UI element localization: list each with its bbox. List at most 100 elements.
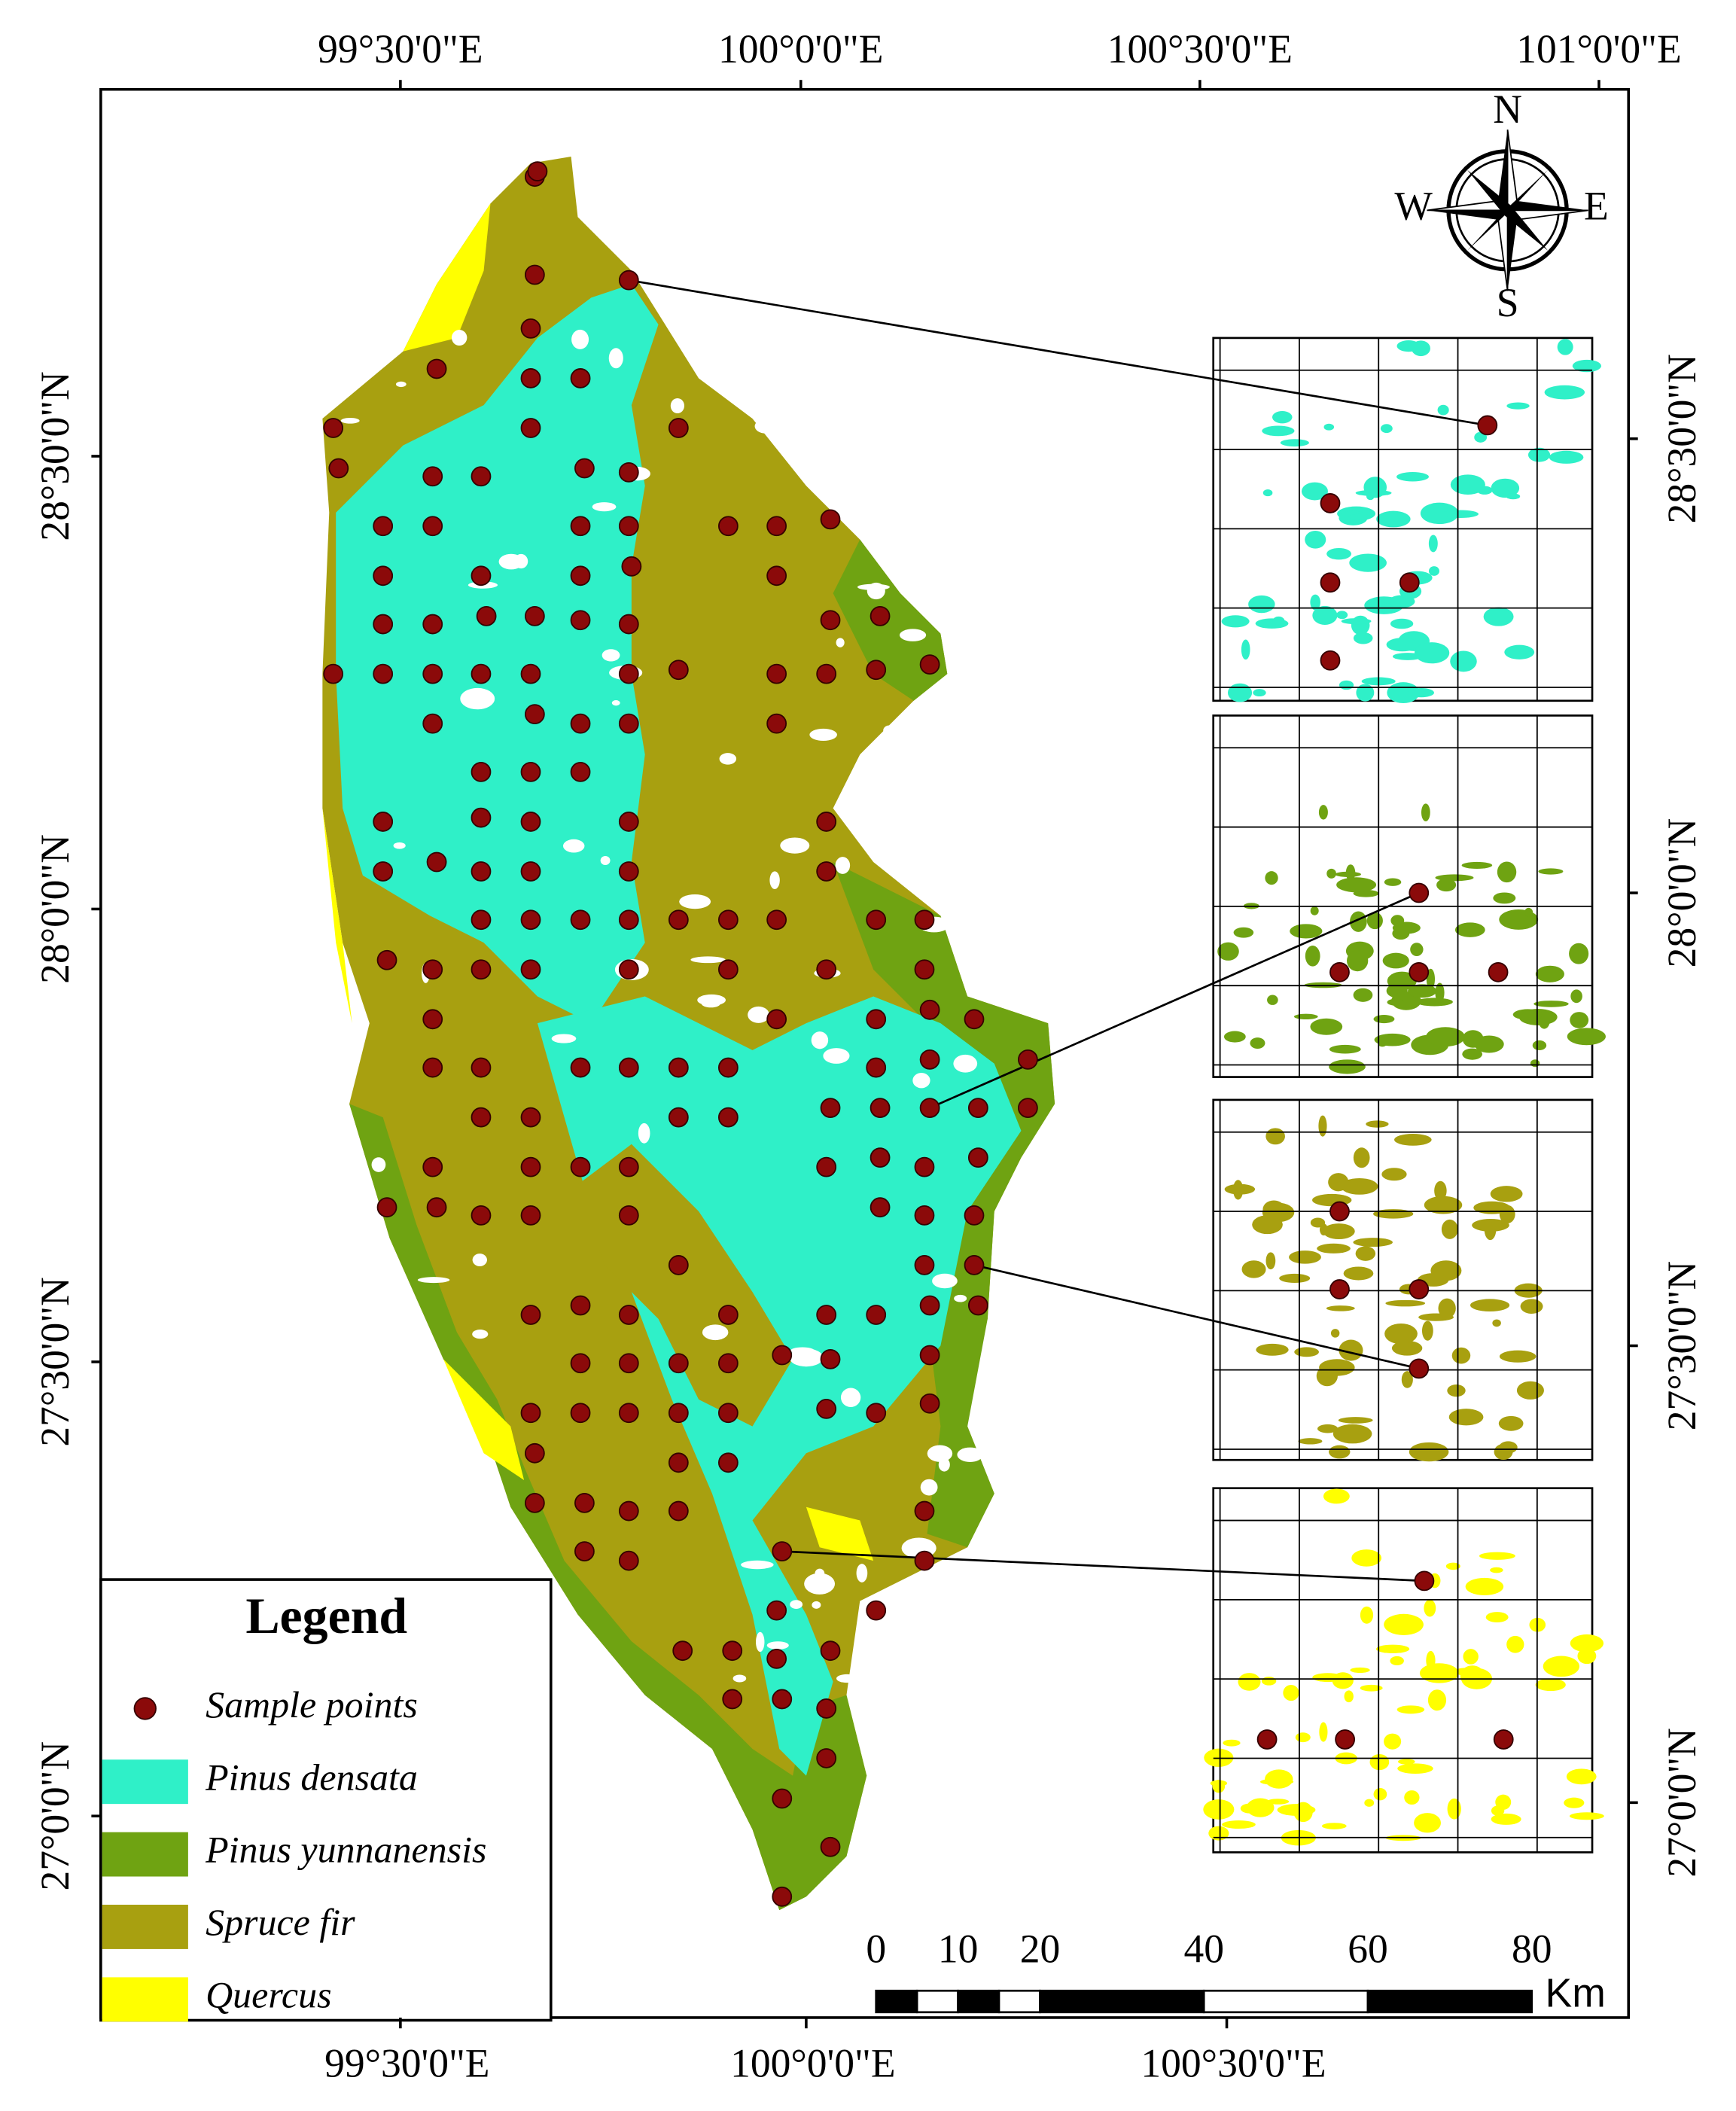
inset-patch: [1353, 988, 1373, 1002]
sample-point: [820, 1836, 841, 1857]
sample-point: [570, 1353, 591, 1374]
sample-point: [866, 1403, 887, 1424]
sample-point: [672, 1640, 693, 1662]
inset-patch: [1533, 1001, 1569, 1007]
inset-patch: [1373, 1015, 1395, 1024]
sample-point: [772, 1689, 793, 1710]
inset-sample-point: [1477, 415, 1498, 436]
inset-patch: [1409, 1442, 1449, 1462]
sample-point: [772, 1886, 793, 1907]
inset-patch: [1524, 907, 1533, 917]
inset-patch: [1474, 1035, 1504, 1053]
sample-point: [717, 909, 739, 931]
sample-point: [373, 861, 394, 882]
inset-patch: [1495, 1794, 1512, 1810]
scale-label: 40: [1183, 1927, 1224, 1972]
sample-point: [668, 909, 689, 931]
scale-label: 0: [866, 1927, 886, 1972]
inset-patch: [1385, 1299, 1426, 1307]
sample-point: [820, 610, 841, 631]
inset-patch: [1430, 1260, 1462, 1281]
inset-patch: [1360, 1606, 1374, 1624]
sample-point: [574, 1492, 595, 1513]
inset-patch: [1290, 924, 1323, 939]
sample-point: [570, 516, 591, 537]
clearing: [809, 728, 837, 742]
inset-patch: [1266, 1799, 1290, 1805]
sample-point: [964, 1009, 985, 1030]
clearing: [863, 1623, 897, 1640]
inset-patch: [1387, 998, 1404, 1006]
inset-patch: [1329, 1445, 1351, 1459]
sample-point: [570, 368, 591, 388]
clearing: [953, 248, 982, 264]
inset-sample-point: [1414, 1570, 1435, 1592]
clearing: [836, 1674, 857, 1683]
sample-point: [618, 1057, 639, 1078]
inset-patch: [1319, 1722, 1328, 1742]
inset-patch: [1318, 805, 1328, 820]
inset-patch: [1223, 1031, 1246, 1043]
sample-point: [471, 909, 492, 931]
sample-point: [524, 605, 545, 626]
sample-point: [471, 466, 492, 487]
clearing: [571, 329, 589, 349]
sample-point: [471, 663, 492, 684]
sample-point: [373, 614, 394, 635]
sample-point: [820, 509, 841, 530]
sample-point: [618, 270, 639, 291]
inset-sample-point: [1335, 1729, 1356, 1750]
clearing: [857, 583, 890, 590]
clearing: [697, 994, 726, 1006]
sample-point: [618, 461, 639, 483]
legend-label: Pinus yunnanensis: [205, 1829, 486, 1871]
sample-point: [919, 654, 940, 675]
sample-point: [471, 959, 492, 980]
inset-patch: [1246, 1798, 1275, 1817]
sample-point: [717, 1403, 739, 1424]
inset-patch: [1465, 1577, 1504, 1596]
sample-point: [668, 1500, 689, 1522]
inset-patch: [1499, 1350, 1537, 1363]
sample-point: [618, 959, 639, 980]
coordinate-labels: 99°30'0"E 100°0'0"E 100°30'0"E 101°0'0"E 99°…: [32, 26, 1704, 2085]
compass-s: S: [1497, 280, 1519, 325]
inset-patch: [1326, 868, 1336, 879]
clearing: [954, 1294, 967, 1302]
quercus-area: [443, 1359, 525, 1481]
inset-patch: [1305, 946, 1320, 967]
sample-point: [766, 1600, 787, 1621]
inset-patch: [1570, 1012, 1589, 1028]
inset-patch: [1345, 864, 1356, 882]
scale-segment: [957, 1989, 1000, 2014]
inset-patch: [1490, 1567, 1503, 1573]
sample-point: [717, 1452, 739, 1473]
clearing: [754, 419, 777, 434]
clearing: [942, 825, 969, 835]
inset-patch: [1491, 1813, 1521, 1825]
legend-label: Quercus: [206, 1973, 331, 2015]
sample-point: [570, 1295, 591, 1316]
inset-patch: [1390, 618, 1414, 629]
sample-point: [816, 1305, 837, 1325]
inset-patch: [1323, 423, 1335, 431]
sample-point: [520, 812, 541, 832]
inset-patch: [1408, 687, 1434, 698]
compass-rose: N S W E: [1394, 87, 1608, 325]
insets: [629, 279, 1606, 1854]
inset-patch: [1353, 1147, 1370, 1168]
inset-patch: [1265, 1128, 1285, 1145]
sample-point: [527, 161, 548, 181]
sample-point: [520, 959, 541, 980]
scale-label: 10: [938, 1927, 979, 1972]
sample-point: [618, 1550, 639, 1571]
quercus-area: [403, 203, 491, 352]
sample-point: [772, 1541, 793, 1561]
left-label: 28°30'0"N: [32, 371, 78, 541]
clearing: [932, 1273, 958, 1289]
inset-patch: [1294, 1347, 1319, 1357]
inset-patch: [1241, 639, 1250, 660]
clearing: [825, 250, 842, 265]
sample-point: [816, 959, 837, 980]
inset-patch: [1350, 1667, 1370, 1674]
